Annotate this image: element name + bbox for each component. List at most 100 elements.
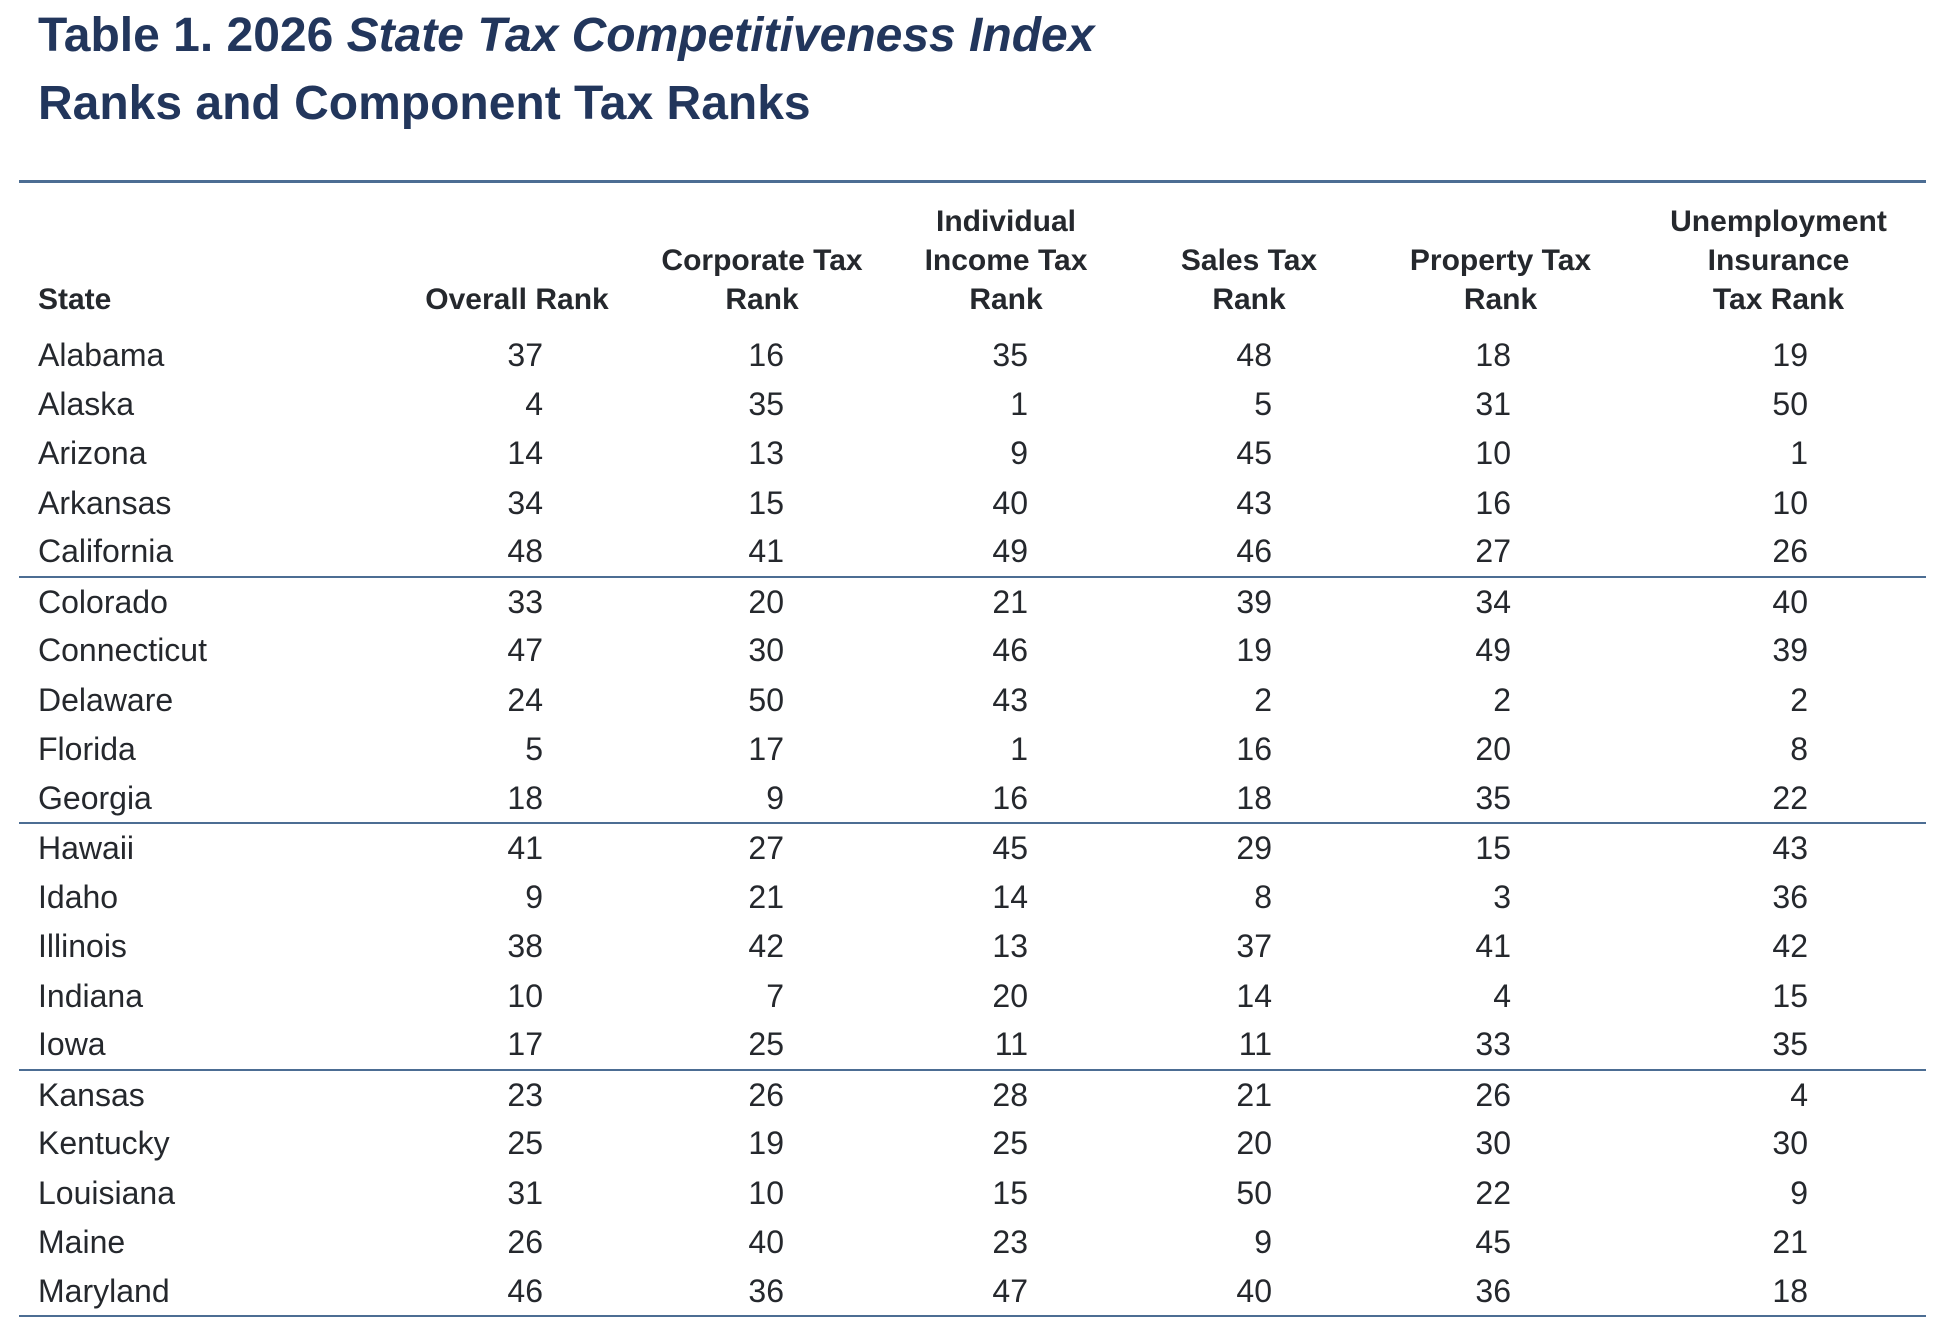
rank-value-cell: 26	[1475, 1076, 1511, 1113]
rank-value-cell: 1	[1010, 385, 1028, 422]
rank-value-cell: 46	[1128, 527, 1370, 578]
rank-value-cell: 9	[1010, 435, 1028, 472]
rank-value-cell: 25	[507, 1125, 543, 1162]
state-name-cell: Maryland	[19, 1267, 394, 1318]
rank-value-cell: 37	[507, 336, 543, 373]
table-row: Maryland 46 36 47 40 36 18	[19, 1267, 1926, 1318]
table-row: Louisiana 31 10 15 50 22 9	[19, 1169, 1926, 1218]
rank-value-cell: 9	[1790, 1174, 1808, 1211]
rank-value-cell: 10	[1772, 484, 1808, 521]
rank-value-cell: 4	[1790, 1076, 1808, 1113]
rank-value-cell: 8	[1790, 731, 1808, 768]
table-row: Colorado 33 20 21 39 34 40	[19, 577, 1926, 626]
rank-value-cell: 50	[748, 681, 784, 718]
rank-value-cell: 20	[1236, 1125, 1272, 1162]
rank-value-cell: 18	[1128, 774, 1370, 825]
rank-value-cell: 9	[1254, 1223, 1272, 1260]
state-name-cell: Iowa	[19, 1020, 394, 1071]
rank-value-cell: 15	[992, 1174, 1028, 1211]
rank-value-cell: 11	[884, 1020, 1128, 1071]
rank-value-cell: 26	[1631, 527, 1926, 578]
rank-value-cell: 10	[1475, 435, 1511, 472]
rank-value-cell: 20	[1475, 731, 1511, 768]
rank-value-cell: 35	[1631, 1020, 1926, 1071]
table-row: California 48 41 49 46 27 26	[19, 527, 1926, 578]
rank-value-cell: 15	[748, 484, 784, 521]
rank-value-cell: 27	[748, 830, 784, 867]
rank-value-cell: 42	[748, 928, 784, 965]
rank-value-cell: 5	[525, 731, 543, 768]
table-row: Alabama 37 16 35 48 18 19	[19, 331, 1926, 380]
state-name-cell: Florida	[38, 731, 136, 768]
rank-value-cell: 21	[992, 583, 1028, 620]
tax-ranks-table: State Overall Rank Corporate Tax Rank In…	[19, 180, 1926, 1318]
state-name-cell: Indiana	[38, 977, 143, 1014]
table-row: Indiana 10 7 20 14 4 15	[19, 971, 1926, 1020]
rank-value-cell: 20	[992, 977, 1028, 1014]
rank-value-cell: 43	[992, 681, 1028, 718]
rank-value-cell: 3	[1493, 878, 1511, 915]
rank-value-cell: 35	[992, 336, 1028, 373]
rank-value-cell: 35	[748, 385, 784, 422]
table-row: Alaska 4 35 1 5 31 50	[19, 380, 1926, 429]
state-name-cell: Connecticut	[38, 632, 207, 669]
rank-value-cell: 15	[1772, 977, 1808, 1014]
rank-value-cell: 1	[1010, 731, 1028, 768]
rank-value-cell: 22	[1631, 774, 1926, 825]
rank-value-cell: 18	[1475, 336, 1511, 373]
table-body: Alabama 37 16 35 48 18 19 Alaska 4 35 1 5 31 50 Arizon…	[19, 331, 1926, 1318]
rank-value-cell: 36	[640, 1267, 884, 1318]
table-row: Iowa 17 25 11 11 33 35	[19, 1020, 1926, 1071]
rank-value-cell: 46	[394, 1267, 640, 1318]
state-name-cell: Kentucky	[38, 1125, 170, 1162]
table-header: State Overall Rank Corporate Tax Rank In…	[19, 182, 1926, 331]
rank-value-cell: 45	[992, 830, 1028, 867]
rank-value-cell: 19	[1236, 632, 1272, 669]
state-name-cell: Louisiana	[38, 1174, 175, 1211]
rank-value-cell: 33	[1370, 1020, 1631, 1071]
rank-value-cell: 4	[525, 385, 543, 422]
table-title: Table 1. 2026 State Tax Competitiveness …	[0, 0, 1944, 138]
rank-value-cell: 13	[748, 435, 784, 472]
column-header-overall-rank: Overall Rank	[425, 282, 609, 316]
rank-value-cell: 43	[1236, 484, 1272, 521]
rank-value-cell: 35	[1370, 774, 1631, 825]
rank-value-cell: 19	[1772, 336, 1808, 373]
rank-value-cell: 36	[1370, 1267, 1631, 1318]
table-row: Hawaii 41 27 45 29 15 43	[19, 823, 1926, 872]
state-name-cell: Maine	[38, 1223, 126, 1260]
rank-value-cell: 25	[640, 1020, 884, 1071]
rank-value-cell: 40	[992, 484, 1028, 521]
state-name-cell: Arizona	[38, 435, 147, 472]
rank-value-cell: 28	[992, 1076, 1028, 1113]
table-row: Florida 5 17 1 16 20 8	[19, 725, 1926, 774]
rank-value-cell: 34	[1475, 583, 1511, 620]
table-title-line-1: Table 1. 2026 State Tax Competitiveness …	[38, 2, 1944, 70]
state-name-cell: Kansas	[38, 1076, 145, 1113]
rank-value-cell: 1	[1790, 435, 1808, 472]
rank-value-cell: 5	[1254, 385, 1272, 422]
rank-value-cell: 43	[1772, 830, 1808, 867]
rank-value-cell: 49	[1475, 632, 1511, 669]
rank-value-cell: 34	[507, 484, 543, 521]
rank-value-cell: 21	[748, 878, 784, 915]
rank-value-cell: 39	[1772, 632, 1808, 669]
rank-value-cell: 31	[1475, 385, 1511, 422]
rank-value-cell: 38	[507, 928, 543, 965]
rank-value-cell: 19	[748, 1125, 784, 1162]
state-name-cell: Illinois	[38, 928, 127, 965]
rank-value-cell: 37	[1236, 928, 1272, 965]
rank-value-cell: 29	[1236, 830, 1272, 867]
rank-value-cell: 4	[1493, 977, 1511, 1014]
table-row: Illinois 38 42 13 37 41 42	[19, 922, 1926, 971]
rank-value-cell: 16	[1236, 731, 1272, 768]
rank-value-cell: 42	[1772, 928, 1808, 965]
rank-value-cell: 47	[507, 632, 543, 669]
rank-value-cell: 33	[507, 583, 543, 620]
rank-value-cell: 30	[1772, 1125, 1808, 1162]
table-row: Delaware 24 50 43 2 2 2	[19, 676, 1926, 725]
title-italic-index-name: State Tax Competitiveness Index	[346, 9, 1095, 62]
column-header-state: State	[38, 282, 112, 316]
rank-value-cell: 10	[748, 1174, 784, 1211]
